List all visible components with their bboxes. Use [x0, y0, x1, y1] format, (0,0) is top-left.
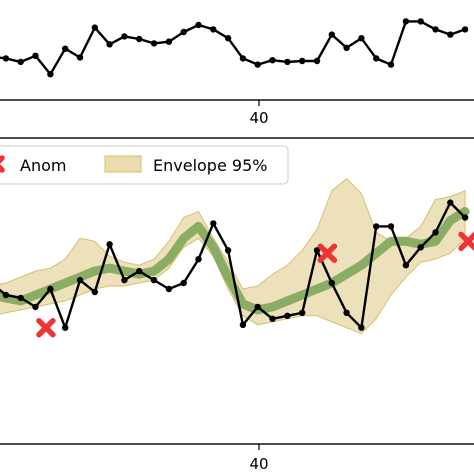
anomaly-marker-2 — [458, 231, 474, 252]
top-data-point-21 — [299, 57, 306, 65]
top-data-point-26 — [373, 55, 380, 62]
top-data-point-32 — [461, 26, 469, 33]
observed-point-23 — [328, 279, 335, 287]
top-data-point-1 — [2, 55, 10, 62]
observed-point-32 — [461, 214, 469, 221]
top-series — [0, 18, 469, 78]
observed-point-8 — [106, 241, 113, 248]
top-data-point-2 — [17, 58, 24, 66]
legend-label-envelope: Envelope 95% — [153, 156, 267, 175]
top-data-point-5 — [61, 45, 69, 52]
observed-point-2 — [17, 294, 24, 302]
observed-point-19 — [269, 315, 276, 322]
top-data-point-13 — [180, 28, 187, 36]
observed-point-20 — [284, 312, 291, 319]
top-data-point-23 — [328, 31, 335, 38]
top-data-point-3 — [32, 52, 39, 59]
legend-swatch-envelope — [104, 155, 142, 173]
top-data-point-25 — [358, 35, 365, 42]
anomaly-marker-0 — [36, 317, 56, 338]
observed-series — [0, 199, 469, 331]
top-data-point-4 — [47, 71, 54, 78]
top-data-point-11 — [150, 40, 158, 47]
observed-point-7 — [91, 288, 99, 296]
observed-point-26 — [373, 223, 380, 230]
top-data-point-27 — [387, 61, 395, 68]
observed-point-11 — [150, 276, 158, 284]
observed-point-18 — [254, 303, 261, 311]
top-data-point-24 — [343, 44, 350, 51]
trend-line — [0, 207, 470, 315]
top-data-point-20 — [284, 58, 291, 66]
top-data-point-17 — [239, 55, 247, 62]
top-data-point-31 — [447, 31, 454, 38]
top-data-point-29 — [417, 18, 424, 25]
observed-point-17 — [239, 321, 247, 328]
observed-point-10 — [136, 267, 143, 275]
observed-point-24 — [343, 309, 350, 316]
top-data-point-16 — [224, 35, 232, 42]
top-data-point-22 — [313, 57, 321, 65]
top-panel-frame — [0, 99, 474, 101]
observed-point-28 — [402, 262, 410, 269]
bottom-x-tick-label-40: 40 — [249, 455, 268, 473]
observed-point-1 — [2, 291, 10, 299]
observed-point-25 — [358, 324, 365, 331]
top-data-point-8 — [106, 41, 113, 48]
top-data-point-19 — [269, 57, 276, 64]
top-panel: 40 — [0, 18, 474, 127]
top-series-line — [0, 20, 466, 76]
observed-point-30 — [432, 229, 439, 236]
legend-box — [0, 145, 289, 185]
observed-point-6 — [76, 276, 84, 284]
top-data-point-9 — [121, 33, 128, 40]
top-data-point-14 — [195, 21, 202, 29]
top-data-point-15 — [210, 26, 217, 33]
top-data-point-10 — [136, 35, 143, 43]
top-data-point-18 — [254, 61, 261, 68]
top-data-point-7 — [91, 24, 99, 31]
observed-point-16 — [224, 247, 232, 254]
observed-point-21 — [299, 309, 306, 316]
observed-point-3 — [32, 303, 39, 311]
bottom-panel: Anom Envelope 95% 40 — [0, 137, 474, 473]
observed-point-5 — [61, 324, 69, 331]
top-x-tick-label-40: 40 — [249, 109, 268, 127]
observed-point-14 — [195, 256, 202, 263]
observed-point-22 — [313, 247, 321, 254]
observed-point-29 — [417, 244, 424, 251]
observed-point-12 — [165, 285, 173, 293]
observed-point-15 — [210, 220, 217, 227]
legend: Anom Envelope 95% — [0, 145, 289, 185]
trend-series — [0, 207, 470, 315]
top-data-point-28 — [402, 18, 410, 25]
top-data-point-12 — [165, 38, 173, 45]
top-data-point-30 — [432, 26, 439, 33]
observed-point-13 — [180, 279, 187, 287]
observed-point-4 — [47, 285, 54, 293]
anomaly-markers — [36, 231, 474, 338]
anomaly-marker-1 — [317, 243, 338, 263]
top-data-point-6 — [76, 54, 84, 61]
observed-point-9 — [121, 276, 128, 284]
bottom-panel-frame — [0, 137, 474, 445]
observed-point-31 — [447, 199, 454, 206]
observed-point-27 — [387, 223, 395, 230]
legend-label-anom: Anom — [20, 156, 66, 175]
